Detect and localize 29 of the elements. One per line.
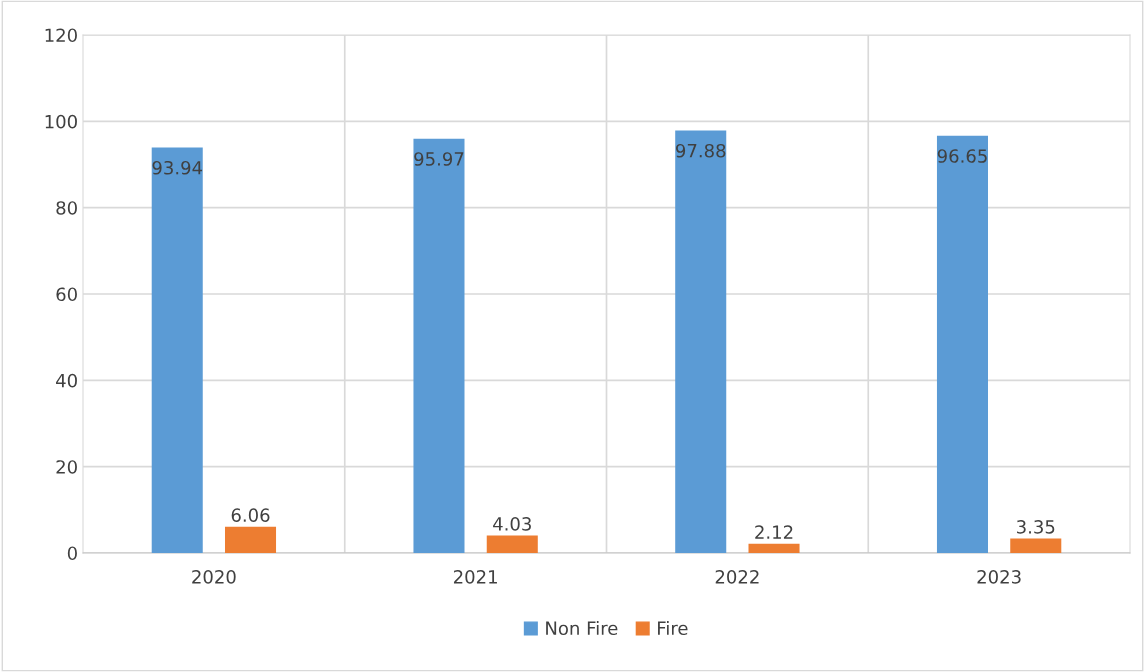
x-tick-label: 2023: [977, 569, 1021, 584]
data-label: 4.03: [493, 517, 531, 531]
legend-label: Fire: [658, 621, 688, 636]
data-label: 3.35: [1017, 519, 1055, 534]
y-tick-label: 40: [56, 373, 77, 388]
bar: [675, 130, 727, 553]
y-tick-label: 60: [56, 287, 77, 302]
bar: [486, 535, 538, 553]
x-tick-label: 2022: [715, 569, 759, 584]
legend-label: Non Fire: [546, 621, 618, 636]
data-label: 6.06: [231, 508, 270, 522]
y-tick-label: 80: [56, 201, 77, 215]
x-tick-label: 2021: [453, 569, 497, 584]
bar: [225, 526, 277, 553]
bar: [748, 543, 800, 553]
data-label: 97.88: [676, 143, 726, 158]
bar: [413, 138, 465, 553]
x-tick-label: 2020: [192, 569, 236, 584]
y-tick-label: 100: [45, 114, 77, 129]
y-tick-label: 120: [45, 28, 77, 43]
y-tick-label: 0: [67, 546, 77, 561]
y-tick-label: 20: [56, 460, 77, 474]
data-label: 2.12: [755, 525, 793, 539]
data-label: 95.97: [414, 152, 464, 166]
data-label: 96.65: [937, 149, 987, 163]
data-label: 93.94: [152, 160, 203, 175]
bar: [1010, 538, 1062, 553]
bar: [936, 135, 988, 553]
bar: [151, 147, 203, 553]
